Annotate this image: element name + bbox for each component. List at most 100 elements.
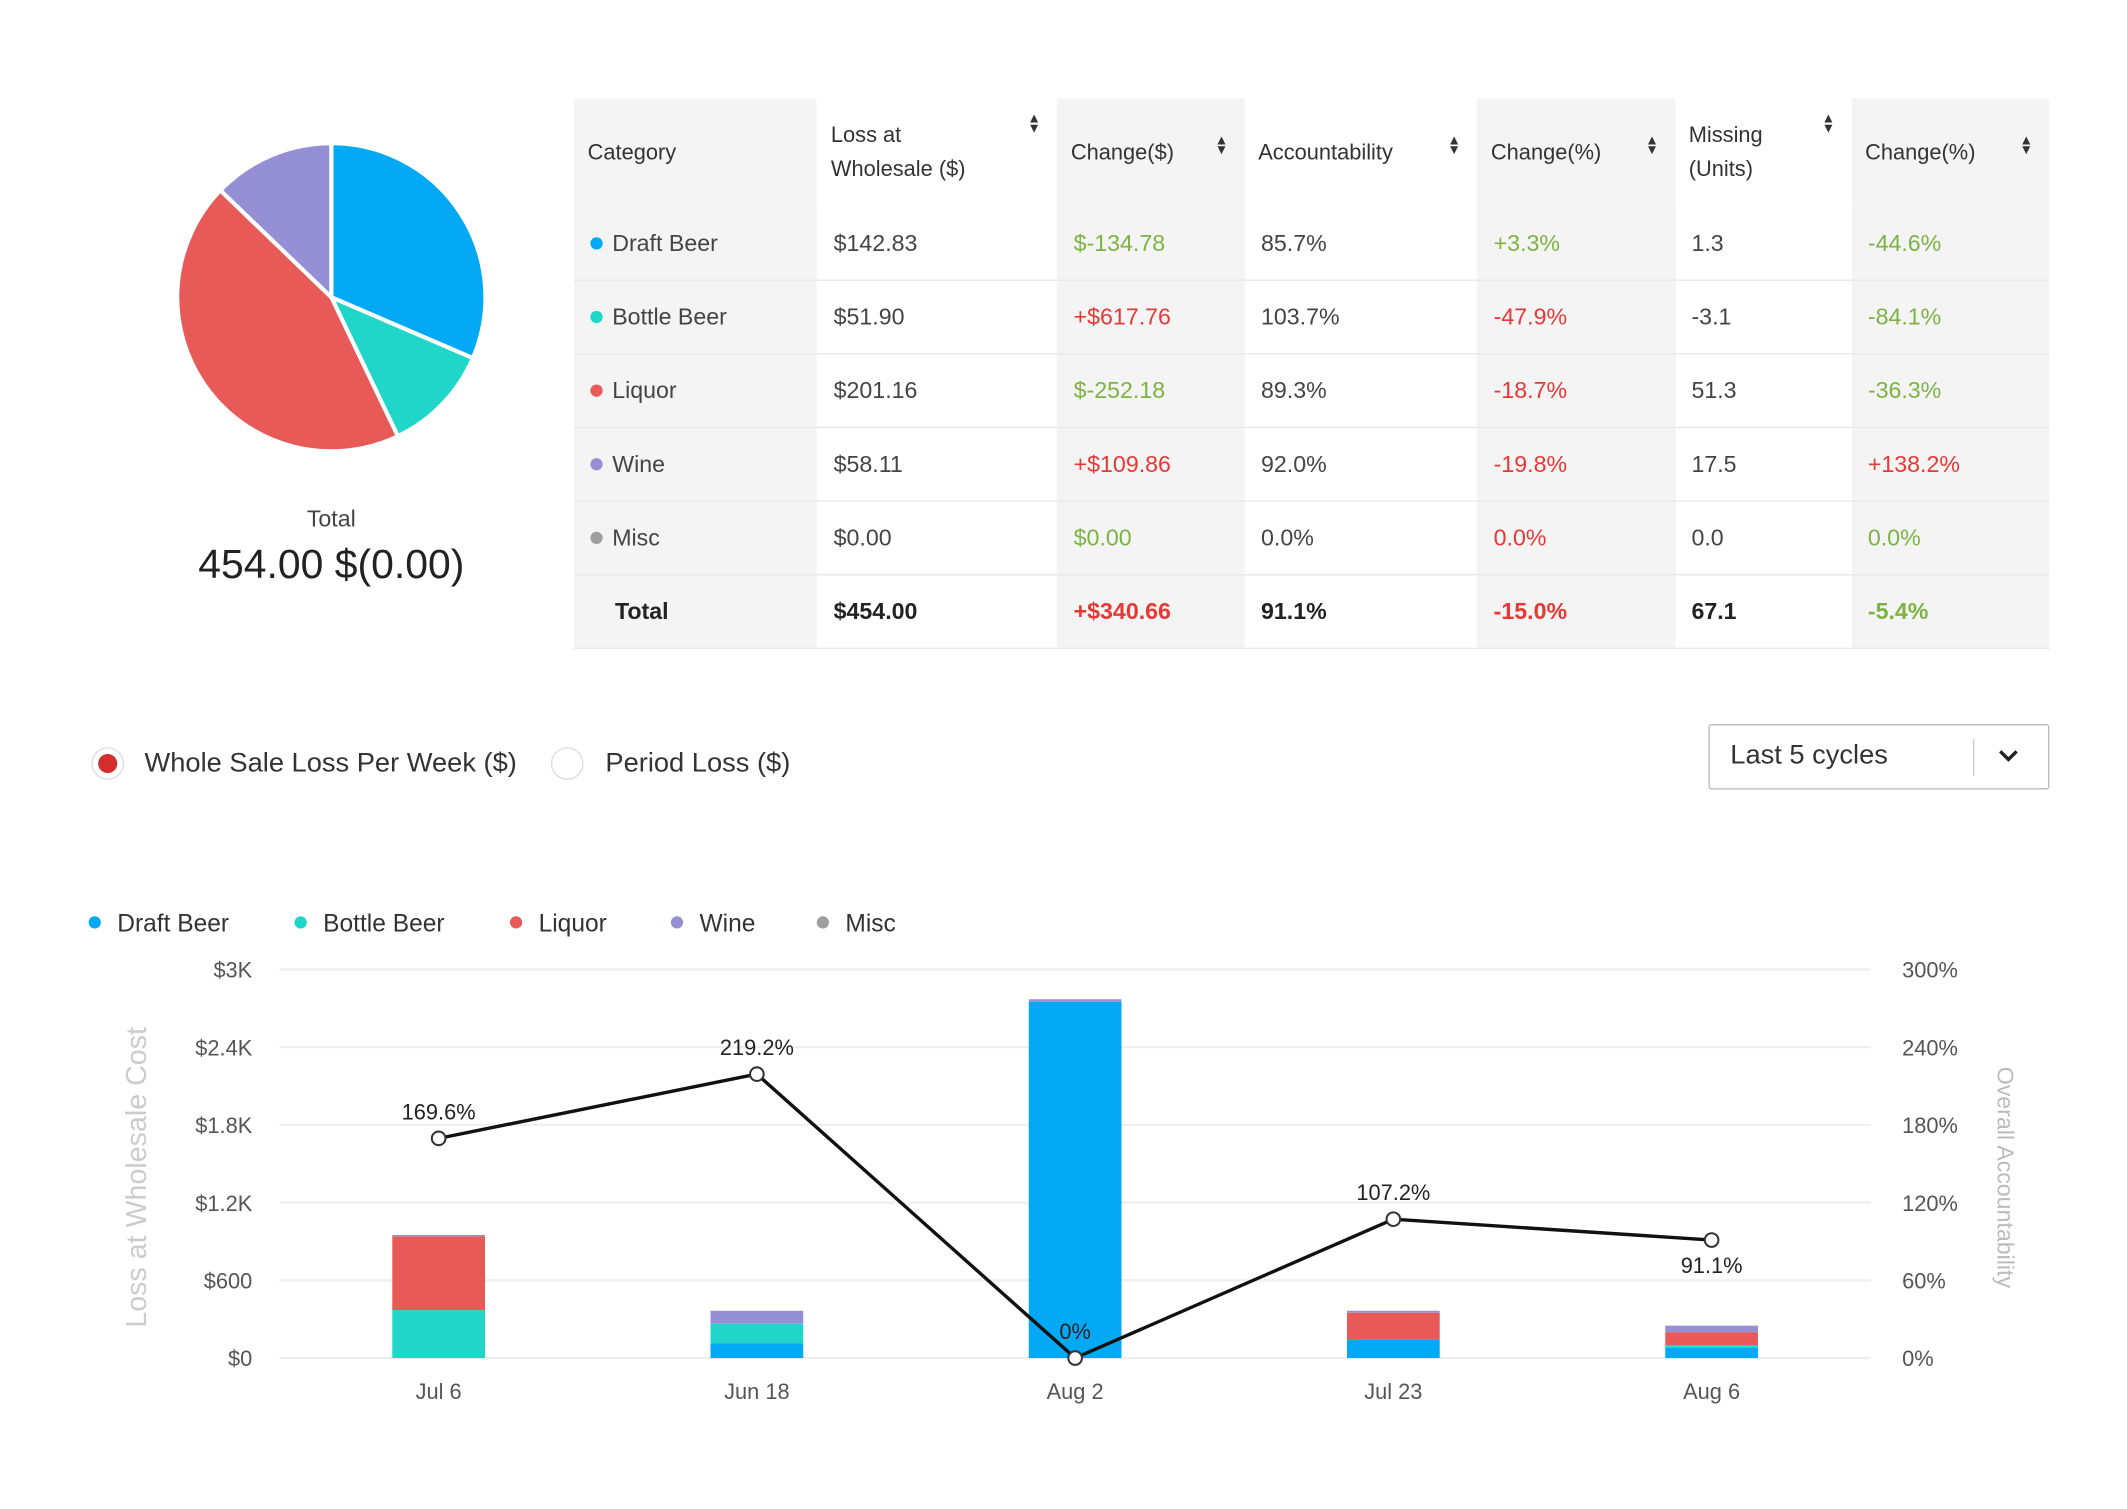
- y-tick-label: $1.2K: [195, 1191, 252, 1216]
- cell-missing: 67.1: [1675, 574, 1852, 650]
- pie-slice-liquor[interactable]: [175, 187, 401, 454]
- accountability-point[interactable]: [749, 1066, 765, 1082]
- pie-slice-wine[interactable]: [217, 141, 334, 303]
- category-color-dot: [590, 457, 603, 470]
- sort-icon[interactable]: ▲ ▼: [1447, 133, 1461, 159]
- sort-icon[interactable]: ▲ ▼: [1821, 111, 1836, 137]
- cell-text: 85.7%: [1260, 229, 1327, 256]
- cell-category: Misc: [574, 501, 818, 576]
- bar-draft-beer[interactable]: [1665, 1347, 1758, 1359]
- legend-dot: [88, 916, 101, 929]
- cell-text: $-134.78: [1073, 229, 1166, 256]
- legend-dot: [509, 916, 523, 929]
- table-header-row: Category Loss at Wholesale ($) ▲ ▼ Change(…: [574, 98, 2050, 208]
- cell-change_m: 0.0%: [1851, 501, 2050, 576]
- cell-text: 103.7%: [1260, 303, 1340, 330]
- sort-icon[interactable]: ▲ ▼: [1027, 111, 1041, 137]
- bar-bottle-beer[interactable]: [392, 1310, 485, 1359]
- cell-missing: -3.1: [1675, 280, 1852, 355]
- pie-total-label: Total: [306, 505, 356, 532]
- y-tick-label: $1.8K: [195, 1113, 252, 1138]
- y-tick-label: $0: [228, 1346, 252, 1371]
- y2-tick-label: 120%: [1902, 1191, 1958, 1216]
- bar-wine[interactable]: [1028, 999, 1122, 1002]
- accountability-point[interactable]: [1067, 1350, 1083, 1366]
- sort-icon[interactable]: ▲ ▼: [1214, 133, 1229, 159]
- header-accountability[interactable]: Accountability ▲ ▼: [1258, 133, 1461, 165]
- cell-text: 91.1%: [1260, 597, 1327, 624]
- radio-period-loss[interactable]: [550, 747, 584, 780]
- category-pie-chart: [175, 141, 488, 454]
- bar-wine[interactable]: [1665, 1325, 1758, 1333]
- cell-text: $-252.18: [1073, 377, 1166, 403]
- table-row: Draft Beer $142.83 $-134.78 85.7% +3.3% 1.3 -4…: [574, 207, 2050, 281]
- pie-slice-bottle-beer[interactable]: [327, 293, 476, 439]
- header-change-percent[interactable]: Change(%) ▲ ▼: [1477, 98, 1676, 208]
- pie-total-value: 454.00 $(0.00): [198, 542, 465, 588]
- bar-bottle-beer[interactable]: [710, 1323, 804, 1344]
- header-loss[interactable]: Loss at Wholesale ($) ▲ ▼: [830, 111, 1041, 182]
- cell-text: $0.00: [1073, 524, 1132, 551]
- bar-liquor[interactable]: [392, 1236, 485, 1311]
- bar-draft-beer[interactable]: [1347, 1339, 1440, 1359]
- radio-weekly-loss-label[interactable]: Whole Sale Loss Per Week ($): [144, 748, 517, 779]
- cell-category: Wine: [574, 427, 818, 502]
- sort-icon[interactable]: ▲ ▼: [2019, 133, 2033, 159]
- cell-loss: $201.16: [817, 353, 1058, 429]
- bar-wine[interactable]: [1347, 1310, 1440, 1313]
- legend-label: Bottle Beer: [323, 909, 445, 937]
- y2-tick-label: 0%: [1902, 1346, 1934, 1371]
- bar-liquor[interactable]: [1665, 1332, 1758, 1346]
- legend-item[interactable]: Wine: [670, 909, 756, 938]
- table-row: Wine $58.11 +$109.86 92.0% -19.8% 17.5 +138.2%: [574, 427, 2050, 502]
- legend-item[interactable]: Liquor: [509, 909, 607, 938]
- cell-text: -84.1%: [1867, 303, 1942, 330]
- bar-wine[interactable]: [710, 1310, 804, 1324]
- header-change-dollar[interactable]: Change($) ▲ ▼: [1057, 98, 1245, 208]
- accountability-point[interactable]: [1385, 1211, 1402, 1228]
- cell-text: $58.11: [833, 450, 903, 477]
- header-missing[interactable]: Missing (Units) ▲ ▼: [1688, 111, 1836, 182]
- table-row: Misc $0.00 $0.00 0.0% 0.0% 0.0 0.0%: [574, 501, 2050, 576]
- chevron-down-icon[interactable]: [1996, 743, 2021, 768]
- bar-draft-beer[interactable]: [1028, 1001, 1122, 1359]
- cell-loss: $51.90: [817, 280, 1058, 355]
- bar-draft-beer[interactable]: [710, 1343, 804, 1359]
- legend-label: Wine: [699, 909, 756, 937]
- cell-change_p: -19.8%: [1477, 427, 1676, 502]
- radio-weekly-loss[interactable]: [91, 747, 125, 780]
- cell-text: $201.16: [833, 377, 918, 403]
- category-color-dot: [590, 310, 603, 323]
- legend-item[interactable]: Bottle Beer: [294, 909, 445, 938]
- cell-text: +138.2%: [1867, 450, 1961, 477]
- cell-change_d: $-134.78: [1057, 207, 1245, 281]
- cell-text: -5.4%: [1867, 597, 1929, 624]
- sort-icon[interactable]: ▲ ▼: [1645, 133, 1659, 159]
- pie-slice-draft-beer[interactable]: [329, 141, 488, 361]
- cell-category: Draft Beer: [574, 207, 818, 281]
- cell-missing: 0.0: [1675, 501, 1852, 576]
- legend-item[interactable]: Misc: [816, 909, 896, 938]
- cell-text: 0.0: [1691, 524, 1724, 551]
- bar-wine[interactable]: [392, 1234, 485, 1237]
- category-color-dot: [590, 236, 603, 249]
- cell-text: -15.0%: [1493, 597, 1568, 624]
- legend-dot: [670, 916, 684, 929]
- bar-liquor[interactable]: [1347, 1312, 1440, 1340]
- select-divider: [1972, 739, 1975, 776]
- cell-loss: $58.11: [817, 427, 1058, 502]
- cell-change_d: +$340.66: [1057, 574, 1245, 650]
- y2-tick-label: 240%: [1902, 1035, 1958, 1060]
- accountability-point[interactable]: [1703, 1232, 1720, 1248]
- accountability-point[interactable]: [430, 1130, 447, 1147]
- radio-period-loss-label[interactable]: Period Loss ($): [605, 748, 791, 779]
- x-tick-label: Jun 18: [724, 1379, 789, 1404]
- legend-label: Draft Beer: [117, 909, 230, 937]
- header-missing-change[interactable]: Change(%) ▲ ▼: [1851, 98, 2050, 208]
- cell-acc: 92.0%: [1244, 427, 1478, 502]
- table-row: Liquor $201.16 $-252.18 89.3% -18.7% 51.3 -36.…: [574, 353, 2050, 429]
- bar-bottle-beer[interactable]: [1665, 1345, 1758, 1348]
- cycle-range-select[interactable]: Last 5 cycles: [1708, 724, 2050, 790]
- y2-tick-label: 180%: [1902, 1113, 1958, 1138]
- legend-item[interactable]: Draft Beer: [88, 909, 230, 938]
